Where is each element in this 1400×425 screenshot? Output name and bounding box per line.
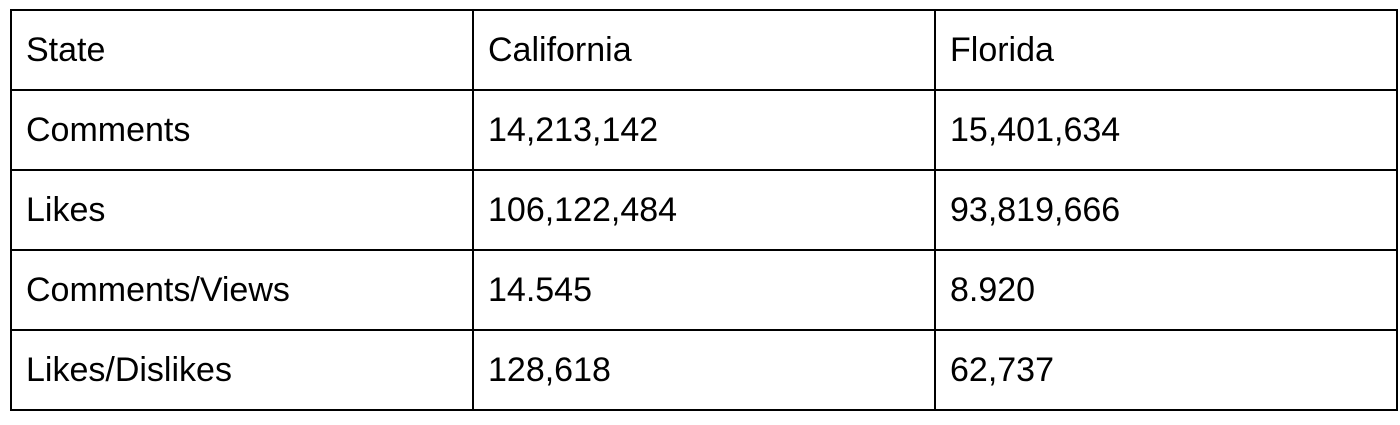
cell-florida-likes-dislikes: 62,737 [934, 329, 1398, 411]
row-label-comments: Comments [10, 89, 474, 171]
table-row: Likes 106,122,484 93,819,666 [10, 169, 1398, 251]
cell-florida-comments: 15,401,634 [934, 89, 1398, 171]
table-row: Comments 14,213,142 15,401,634 [10, 89, 1398, 171]
row-label-comments-views: Comments/Views [10, 249, 474, 331]
cell-california-likes: 106,122,484 [472, 169, 936, 251]
cell-california-comments-views: 14.545 [472, 249, 936, 331]
table-row: Likes/Dislikes 128,618 62,737 [10, 329, 1398, 411]
header-cell-florida: Florida [934, 9, 1398, 91]
header-cell-state: State [10, 9, 474, 91]
row-label-likes-dislikes: Likes/Dislikes [10, 329, 474, 411]
table-row: Comments/Views 14.545 8.920 [10, 249, 1398, 331]
cell-california-likes-dislikes: 128,618 [472, 329, 936, 411]
stats-table-container: State California Florida Comments 14,213… [10, 9, 1398, 411]
cell-california-comments: 14,213,142 [472, 89, 936, 171]
cell-florida-likes: 93,819,666 [934, 169, 1398, 251]
cell-florida-comments-views: 8.920 [934, 249, 1398, 331]
row-label-likes: Likes [10, 169, 474, 251]
header-cell-california: California [472, 9, 936, 91]
state-comparison-table: State California Florida Comments 14,213… [10, 9, 1398, 411]
table-header-row: State California Florida [10, 9, 1398, 91]
